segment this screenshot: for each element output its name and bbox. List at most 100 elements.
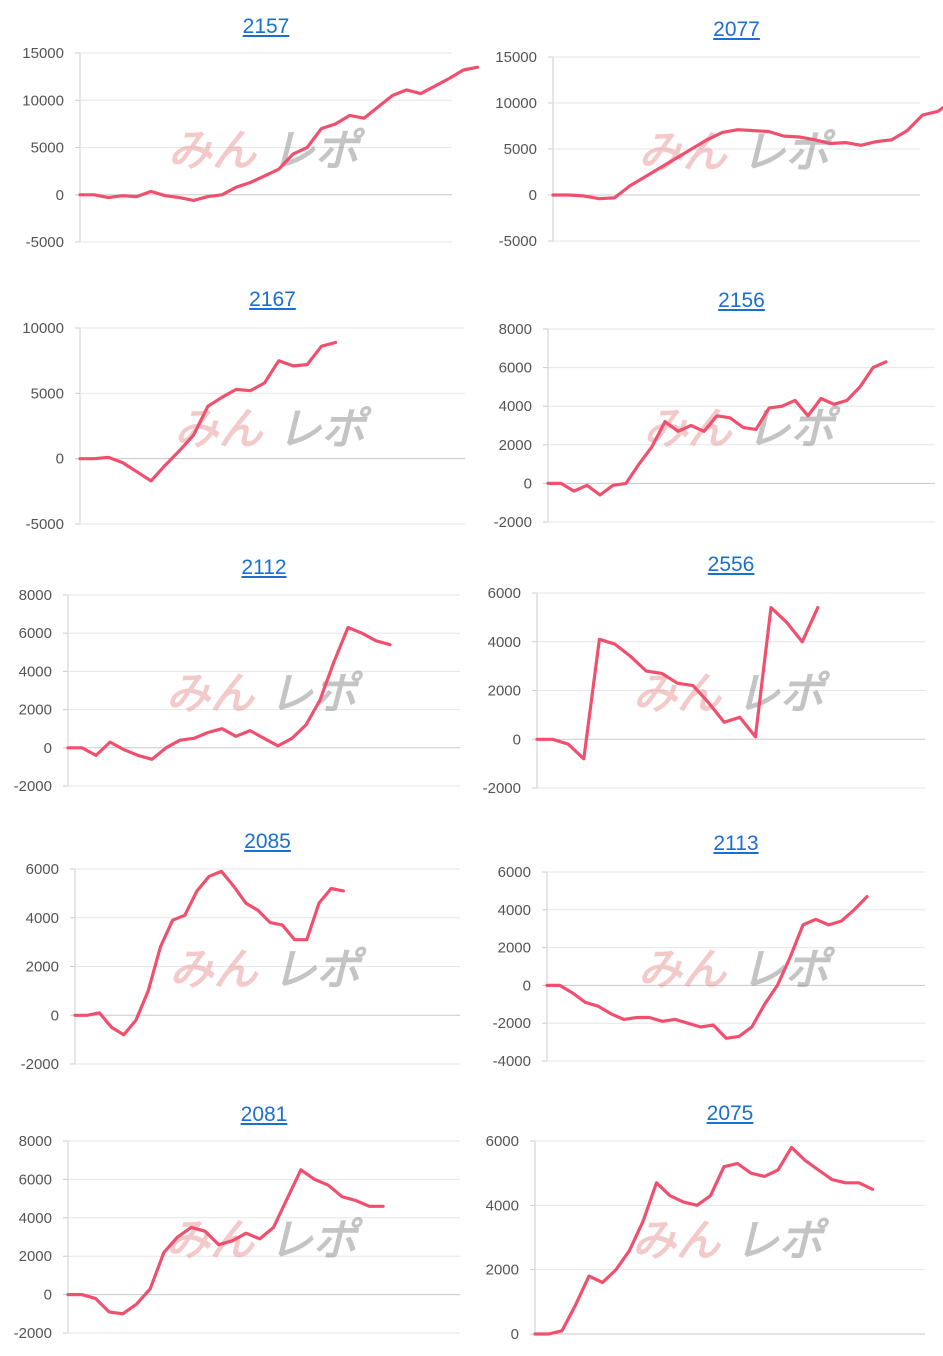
- data-point: [613, 196, 616, 199]
- data-point: [354, 1199, 357, 1202]
- data-point: [377, 105, 380, 108]
- data-point: [844, 1181, 847, 1184]
- data-point: [220, 870, 223, 873]
- chart-title-link[interactable]: 2113: [713, 832, 759, 855]
- data-point: [135, 470, 138, 473]
- data-point: [736, 128, 739, 131]
- data-point: [164, 194, 167, 197]
- data-point: [318, 902, 321, 905]
- data-point: [192, 199, 195, 202]
- data-point: [235, 186, 238, 189]
- data-point: [755, 428, 758, 431]
- chart-title-link[interactable]: 2075: [706, 1102, 754, 1125]
- data-point: [690, 148, 693, 151]
- data-point: [648, 1016, 651, 1019]
- chart-title-link[interactable]: 2112: [241, 556, 287, 579]
- data-point: [789, 956, 792, 959]
- data-point: [767, 130, 770, 133]
- data-point: [677, 430, 680, 433]
- chart-title-link[interactable]: 2077: [713, 18, 760, 41]
- chart-title-link[interactable]: 2167: [249, 288, 296, 311]
- data-point: [368, 1205, 371, 1208]
- data-point: [306, 363, 309, 366]
- data-point: [190, 1226, 193, 1229]
- data-point: [853, 908, 856, 911]
- series-line: [545, 894, 869, 1040]
- data-point: [601, 1281, 604, 1284]
- line-chart: 8000 6000 4000 2000 0 -2000 みん レポ: [14, 587, 460, 795]
- data-point: [147, 989, 150, 992]
- data-point: [292, 153, 295, 156]
- data-point: [696, 1204, 699, 1207]
- data-point: [686, 1022, 689, 1025]
- y-tick-label: -4000: [493, 1053, 531, 1070]
- data-point: [707, 701, 710, 704]
- y-tick-label: -2000: [493, 1015, 531, 1032]
- y-tick-label: 0: [511, 1326, 519, 1343]
- data-point: [206, 195, 209, 198]
- y-tick-label: -2000: [21, 1056, 59, 1073]
- chart-title-link[interactable]: 2081: [240, 1103, 288, 1126]
- data-point: [875, 140, 878, 143]
- line-chart: 6000 4000 2000 0 -2000 みん レポ: [21, 861, 460, 1073]
- data-point: [334, 122, 337, 125]
- y-tick-label: 6000: [19, 1171, 52, 1188]
- data-point: [729, 416, 732, 419]
- svg-text:レポ: レポ: [735, 1216, 830, 1267]
- data-point: [844, 141, 847, 144]
- line-chart: 6000 4000 2000 0 みん レポ: [486, 1133, 925, 1343]
- data-point: [221, 727, 224, 730]
- data-point: [866, 895, 869, 898]
- data-point: [137, 754, 140, 757]
- line-chart: 6000 4000 2000 0 -2000 みん レポ: [483, 585, 925, 797]
- data-point: [723, 1165, 726, 1168]
- data-point: [582, 194, 585, 197]
- data-point: [67, 1293, 70, 1296]
- data-point: [135, 195, 138, 198]
- chart-title-link[interactable]: 2556: [707, 553, 755, 576]
- data-point: [86, 1014, 89, 1017]
- data-point: [721, 131, 724, 134]
- data-point: [135, 1019, 138, 1022]
- data-point: [629, 184, 632, 187]
- data-point: [682, 1201, 685, 1204]
- data-point: [831, 1178, 834, 1181]
- data-point: [783, 135, 786, 138]
- data-point: [614, 643, 617, 646]
- data-point: [389, 643, 392, 646]
- chart-title-link[interactable]: 2085: [244, 830, 291, 853]
- chart-title-link[interactable]: 2157: [242, 15, 290, 38]
- svg-text:みん: みん: [633, 669, 723, 720]
- svg-text:みん: みん: [638, 945, 728, 996]
- data-point: [235, 735, 238, 738]
- data-point: [664, 420, 667, 423]
- y-tick-label: 15000: [22, 45, 64, 62]
- line-chart: 8000 6000 4000 2000 0 -2000 みん レポ: [14, 1133, 460, 1342]
- data-point: [320, 345, 323, 348]
- y-tick-label: 2000: [488, 683, 521, 700]
- data-point: [107, 196, 110, 199]
- data-point: [159, 946, 162, 949]
- chart-panel-2112: 2112 8000 6000 4000 2000 0 -2000 みん レポ: [0, 540, 470, 810]
- data-point: [235, 388, 238, 391]
- data-point: [269, 921, 272, 924]
- data-point: [299, 1168, 302, 1171]
- chart-title-link[interactable]: 2156: [718, 289, 765, 312]
- data-point: [612, 484, 615, 487]
- data-point: [110, 1026, 113, 1029]
- data-point: [622, 1018, 625, 1021]
- data-point: [802, 923, 805, 926]
- data-point: [763, 1003, 766, 1006]
- data-point: [599, 494, 602, 497]
- data-point: [776, 984, 779, 987]
- data-point: [547, 1333, 550, 1336]
- data-point: [859, 385, 862, 388]
- y-tick-label: 0: [56, 451, 64, 468]
- data-point: [561, 1329, 564, 1332]
- svg-text:みん: みん: [644, 404, 734, 455]
- data-point: [712, 1024, 715, 1027]
- y-tick-label: 5000: [31, 385, 64, 402]
- data-point: [820, 397, 823, 400]
- y-tick-label: -2000: [14, 1325, 52, 1342]
- y-tick-label: 0: [44, 740, 52, 757]
